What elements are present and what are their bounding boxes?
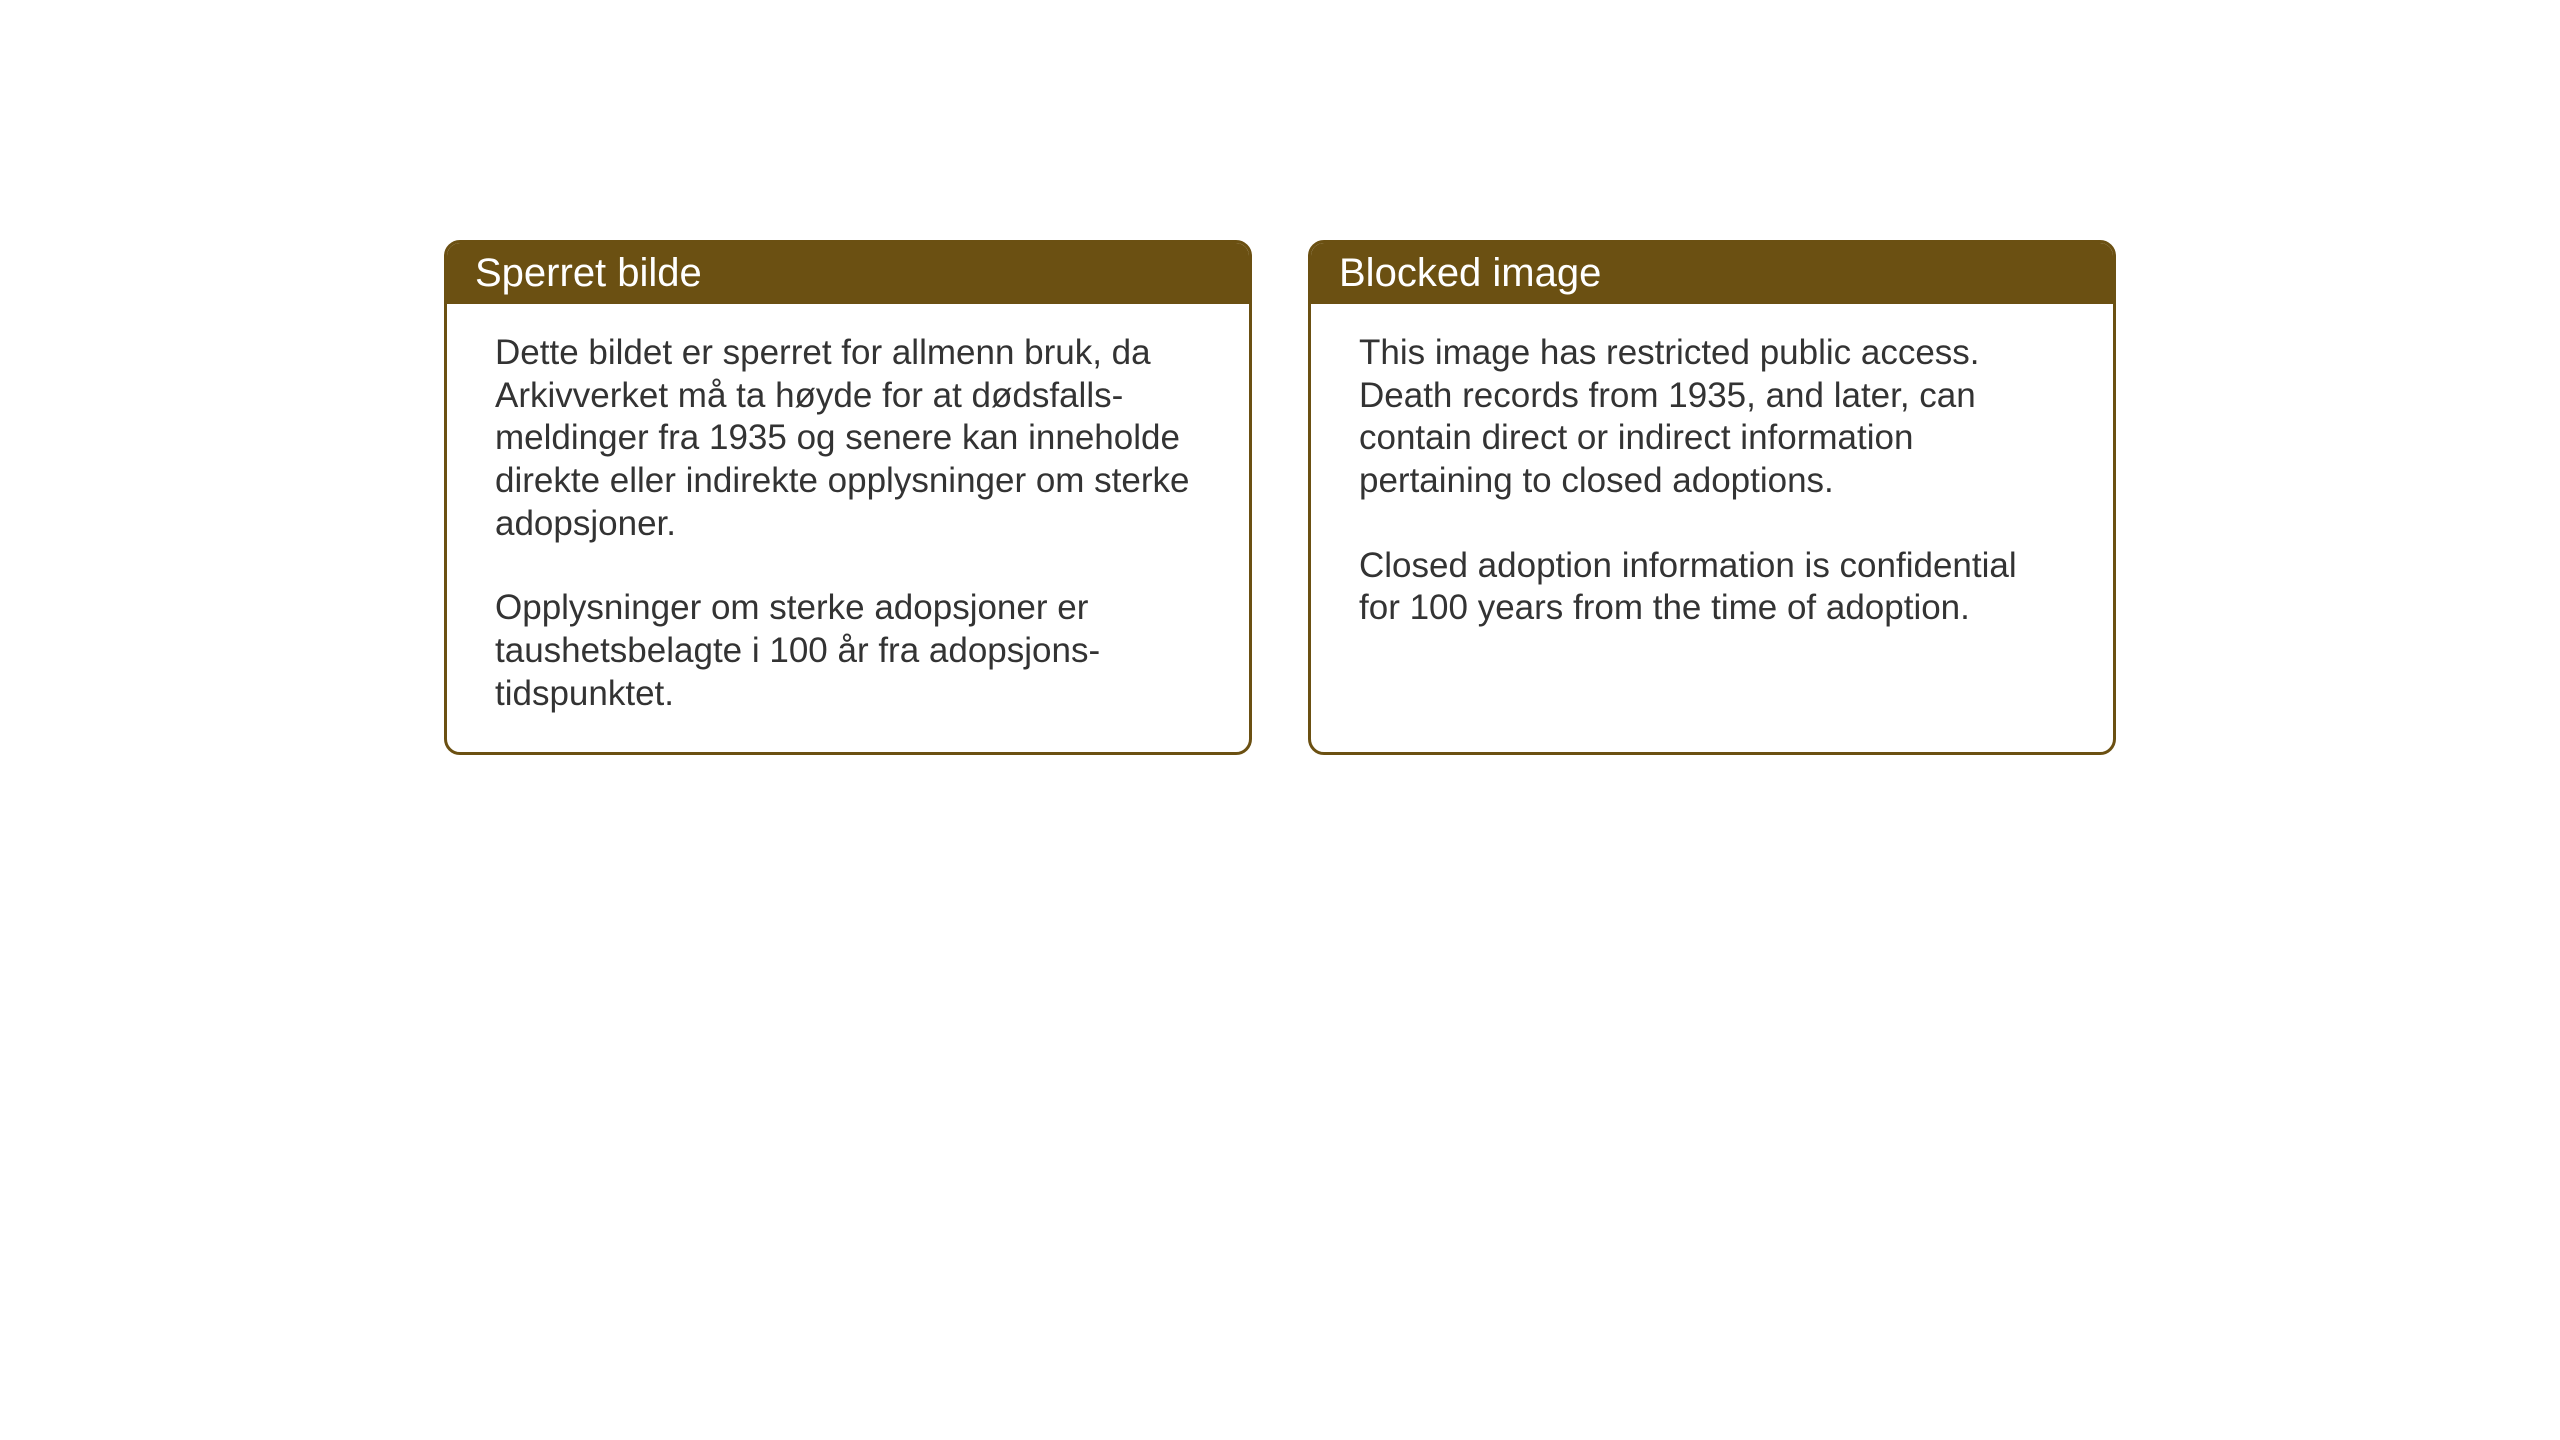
notice-body-english: This image has restricted public access.… [1311,304,2113,666]
notice-paragraph-2-english: Closed adoption information is confident… [1359,545,2065,630]
notice-card-norwegian: Sperret bilde Dette bildet er sperret fo… [444,240,1252,755]
notice-card-english: Blocked image This image has restricted … [1308,240,2116,755]
notice-header-norwegian: Sperret bilde [447,243,1249,304]
notice-header-english: Blocked image [1311,243,2113,304]
notice-body-norwegian: Dette bildet er sperret for allmenn bruk… [447,304,1249,752]
notice-title-english: Blocked image [1339,251,1601,295]
notice-paragraph-1-norwegian: Dette bildet er sperret for allmenn bruk… [495,332,1201,545]
notice-paragraph-2-norwegian: Opplysninger om sterke adopsjoner er tau… [495,587,1201,715]
notice-paragraph-1-english: This image has restricted public access.… [1359,332,2065,503]
notice-title-norwegian: Sperret bilde [475,251,702,295]
notice-container: Sperret bilde Dette bildet er sperret fo… [444,240,2116,755]
